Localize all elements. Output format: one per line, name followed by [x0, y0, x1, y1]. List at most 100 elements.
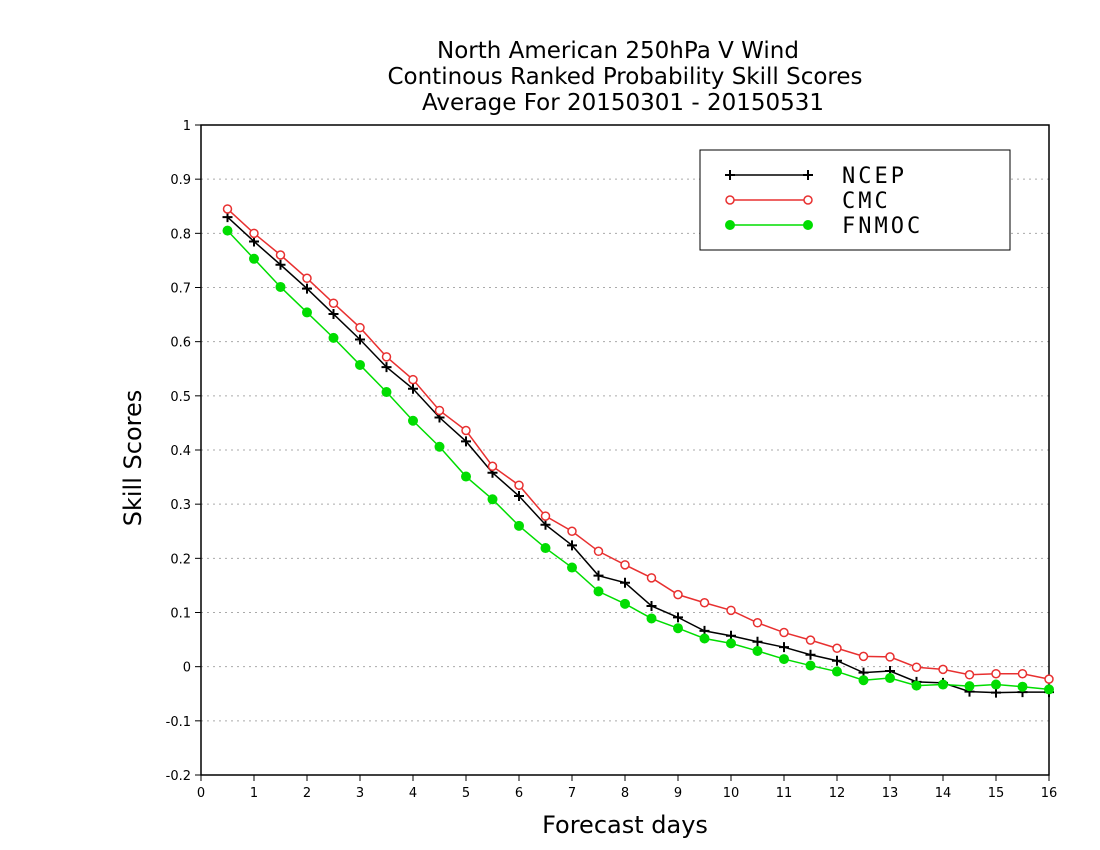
data-point [222, 225, 233, 236]
data-point [328, 332, 339, 343]
data-point [673, 612, 683, 623]
data-point [725, 195, 735, 205]
data-point [302, 283, 312, 294]
y-tick-label: 1 [183, 119, 191, 134]
data-point [752, 618, 763, 628]
data-point [620, 560, 630, 570]
x-tick-label: 9 [674, 786, 682, 801]
x-tick-label: 3 [356, 786, 364, 801]
data-point [858, 651, 869, 662]
data-point [725, 220, 735, 230]
data-point [805, 660, 816, 671]
data-point [514, 480, 524, 490]
data-point [858, 675, 869, 686]
chart-title-line-3: Average For 20150301 - 20150531 [422, 90, 824, 116]
series-fnmoc [222, 225, 1054, 695]
x-tick-label: 13 [882, 786, 899, 801]
series-ncep [222, 212, 1054, 698]
series-line [226, 230, 1050, 691]
data-point [593, 570, 604, 581]
y-tick-label: 0 [183, 661, 191, 676]
x-tick-label: 14 [935, 786, 952, 801]
data-point [487, 494, 498, 505]
y-tick-label: 0.9 [170, 173, 191, 188]
data-point [540, 543, 551, 554]
data-point [1044, 684, 1054, 695]
data-point [249, 253, 259, 264]
data-point [593, 546, 604, 557]
legend-label: FNMOC [842, 214, 923, 239]
data-point [725, 170, 735, 180]
data-point [646, 613, 657, 624]
data-point [434, 441, 445, 452]
data-point [275, 281, 286, 292]
x-tick-label: 2 [303, 786, 311, 801]
y-axis-label: Skill Scores [119, 390, 147, 527]
data-point [991, 668, 1001, 679]
series-cmc [222, 204, 1054, 684]
data-point [249, 236, 259, 247]
data-point [832, 666, 842, 677]
data-point [514, 520, 524, 531]
x-tick-label: 11 [776, 786, 793, 801]
data-point [885, 652, 895, 662]
data-point [434, 405, 445, 416]
data-point [249, 228, 259, 239]
data-point [938, 679, 948, 690]
data-point [805, 649, 816, 660]
x-tick-label: 16 [1041, 786, 1058, 801]
data-point [832, 643, 842, 653]
data-point [803, 170, 813, 180]
data-point [726, 605, 736, 616]
chart-title-line-2: Continous Ranked Probability Skill Score… [387, 64, 862, 90]
chart-title: North American 250hPa V Wind Continous R… [387, 38, 862, 116]
data-point [222, 212, 233, 223]
data-point [726, 638, 736, 649]
x-tick-label: 15 [988, 786, 1005, 801]
y-tick-label: 0.5 [170, 390, 191, 405]
y-tick-label: 0.8 [170, 227, 191, 242]
data-point [355, 322, 365, 333]
data-point [328, 309, 339, 320]
data-point [275, 259, 286, 270]
y-tick-label: 0.7 [170, 282, 191, 297]
data-point [408, 383, 418, 394]
data-point [355, 359, 365, 370]
data-point [461, 425, 471, 436]
x-tick-label: 7 [568, 786, 576, 801]
data-point [567, 562, 577, 573]
data-point [408, 415, 418, 426]
data-point [832, 655, 842, 666]
data-point [779, 627, 789, 638]
x-tick-label: 12 [829, 786, 846, 801]
data-point [1017, 681, 1028, 692]
data-point [805, 635, 816, 645]
data-point [752, 645, 763, 656]
data-point [938, 664, 948, 675]
data-point [911, 662, 922, 672]
y-tick-label: 0.2 [170, 552, 191, 567]
data-point [461, 436, 471, 447]
series-line [226, 208, 1050, 680]
y-tick-label: -0.1 [166, 715, 191, 730]
data-point [911, 680, 922, 691]
x-tick-label: 1 [250, 786, 258, 801]
legend-label: NCEP [842, 164, 907, 189]
data-point [620, 577, 630, 588]
data-point [275, 250, 286, 260]
gridlines [201, 178, 1049, 722]
series-lines [222, 204, 1054, 698]
x-tick-label: 5 [462, 786, 470, 801]
data-point [620, 598, 630, 609]
x-axis-label: Forecast days [542, 811, 708, 839]
legend-label: CMC [842, 189, 891, 214]
data-point [646, 601, 657, 611]
data-point [1044, 674, 1054, 684]
data-point [885, 673, 895, 684]
data-point [1017, 668, 1028, 679]
chart-title-line-1: North American 250hPa V Wind [437, 38, 799, 64]
data-point [514, 491, 524, 502]
data-point [779, 642, 789, 653]
